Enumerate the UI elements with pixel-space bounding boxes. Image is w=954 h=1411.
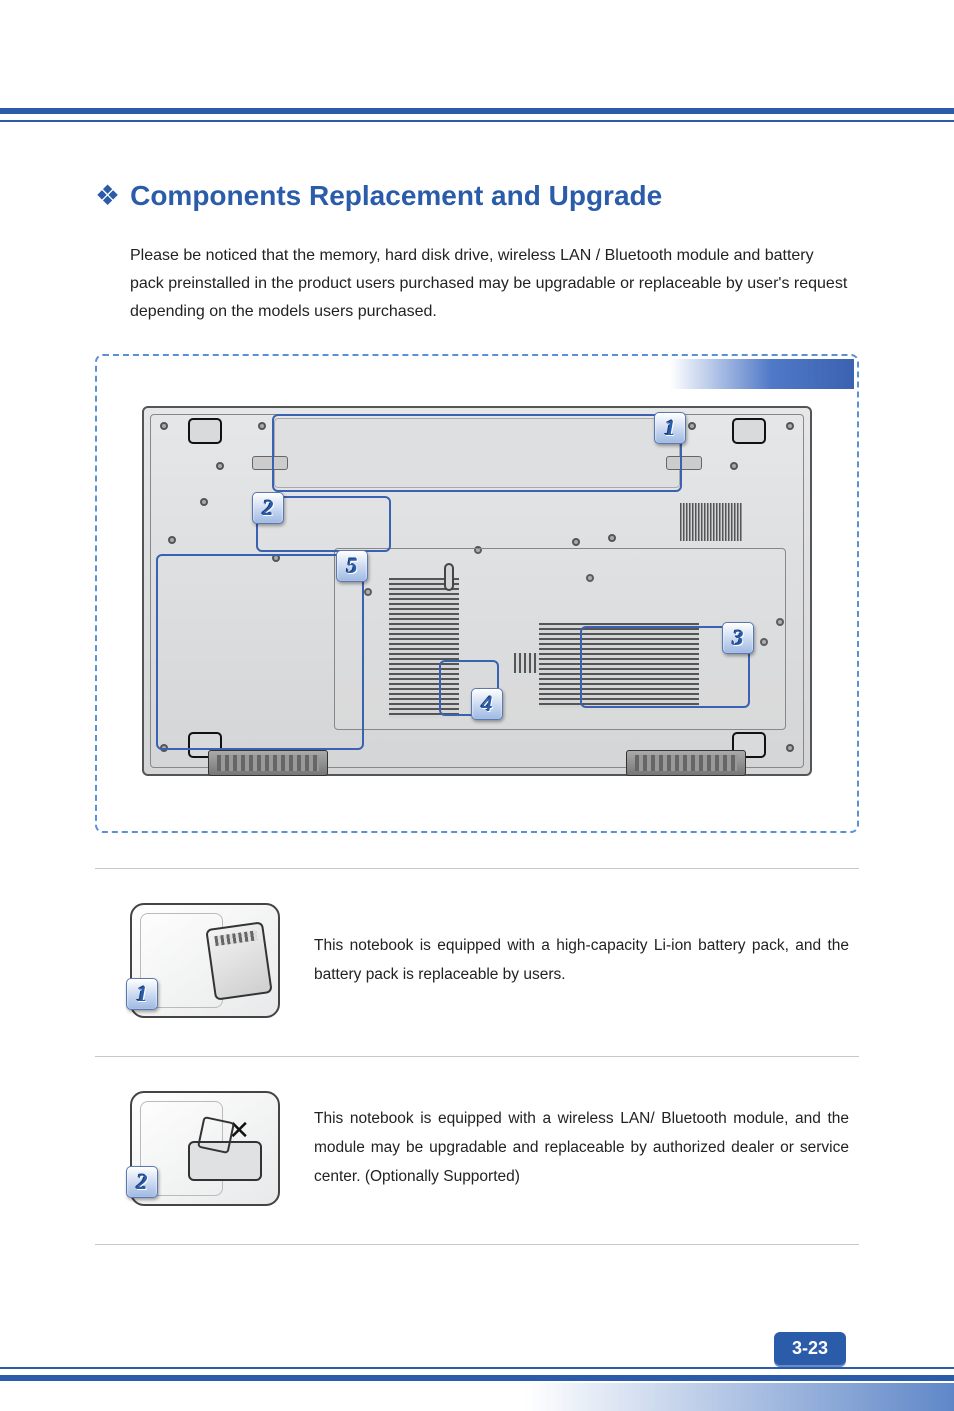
component-desc-2: This notebook is equipped with a wireles… — [314, 1105, 849, 1191]
intro-paragraph: Please be noticed that the memory, hard … — [130, 242, 849, 326]
footer-rule-thin — [0, 1367, 954, 1369]
page-content: ❖ Components Replacement and Upgrade Ple… — [95, 180, 859, 1269]
divider — [95, 1056, 859, 1057]
callout-box-3: 3 — [580, 626, 750, 708]
callout-badge-4: 4 — [471, 688, 503, 720]
header-rule — [0, 0, 954, 130]
heading-title: Components Replacement and Upgrade — [130, 180, 662, 212]
callout-badge-3: 3 — [722, 622, 754, 654]
heading-bullet-icon: ❖ — [95, 182, 120, 210]
diagram-frame: 1 2 5 3 4 — [95, 354, 859, 833]
callout-box-2: 2 — [256, 496, 391, 552]
footer-rule-thick — [0, 1375, 954, 1381]
page-number: 3-23 — [774, 1332, 846, 1365]
component-desc-1: This notebook is equipped with a high-ca… — [314, 932, 849, 989]
callout-badge-5: 5 — [336, 550, 368, 582]
wlan-module-icon: 2 — [130, 1091, 280, 1206]
callout-badge-2: 2 — [252, 492, 284, 524]
corner-accent — [670, 359, 854, 389]
section-heading: ❖ Components Replacement and Upgrade — [95, 180, 859, 212]
callout-box-5: 5 — [156, 554, 364, 750]
footer-gradient — [525, 1383, 954, 1411]
callout-box-1: 1 — [272, 414, 682, 492]
component-row-2: 2 This notebook is equipped with a wirel… — [130, 1081, 849, 1230]
divider — [95, 868, 859, 869]
divider — [95, 1244, 859, 1245]
callout-badge-1: 1 — [654, 412, 686, 444]
component-row-1: 1 This notebook is equipped with a high-… — [130, 893, 849, 1042]
callout-box-4: 4 — [439, 660, 499, 716]
battery-pack-icon: 1 — [130, 903, 280, 1018]
laptop-bottom-illustration: 1 2 5 3 4 — [142, 406, 812, 776]
